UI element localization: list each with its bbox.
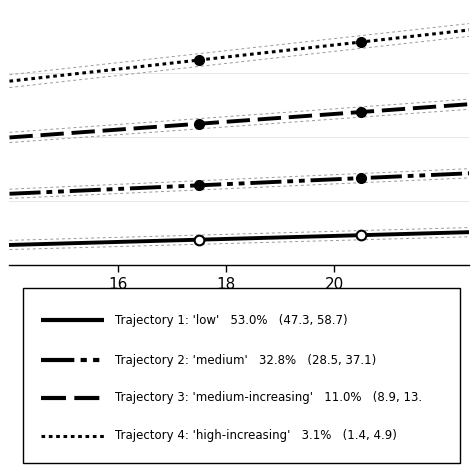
Text: Trajectory 3: 'medium-increasing'   11.0%   (8.9, 13.: Trajectory 3: 'medium-increasing' 11.0% … [115,392,422,404]
X-axis label: Age (years): Age (years) [191,299,287,317]
Text: Trajectory 1: 'low'   53.0%   (47.3, 58.7): Trajectory 1: 'low' 53.0% (47.3, 58.7) [115,314,347,327]
Text: Trajectory 4: 'high-increasing'   3.1%   (1.4, 4.9): Trajectory 4: 'high-increasing' 3.1% (1.… [115,429,397,442]
FancyBboxPatch shape [23,288,460,463]
Text: Trajectory 2: 'medium'   32.8%   (28.5, 37.1): Trajectory 2: 'medium' 32.8% (28.5, 37.1… [115,354,376,366]
